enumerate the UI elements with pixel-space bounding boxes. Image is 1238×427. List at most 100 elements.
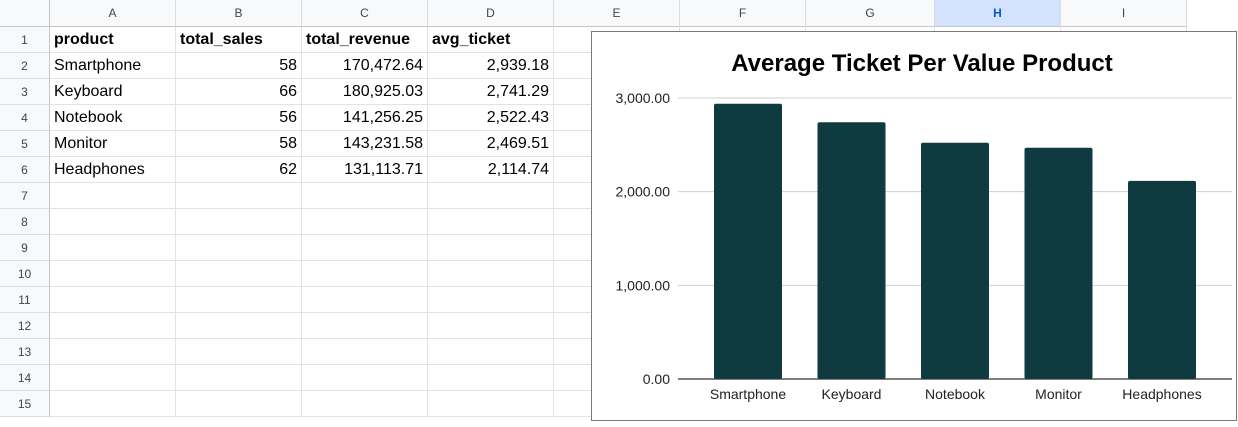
cell-c6[interactable]: 131,113.71 bbox=[302, 157, 428, 183]
row-header-9[interactable]: 9 bbox=[0, 235, 50, 261]
cell-b3[interactable]: 66 bbox=[176, 79, 302, 105]
row-header-14[interactable]: 14 bbox=[0, 365, 50, 391]
cell-d4[interactable]: 2,522.43 bbox=[428, 105, 554, 131]
column-header-i[interactable]: I bbox=[1061, 0, 1187, 27]
cell-c2[interactable]: 170,472.64 bbox=[302, 53, 428, 79]
bar-chart[interactable]: Average Ticket Per Value Product 0.00 1,0… bbox=[591, 31, 1237, 421]
cell-c15[interactable] bbox=[302, 391, 428, 417]
column-header-h[interactable]: H bbox=[935, 0, 1061, 27]
row-header-2[interactable]: 2 bbox=[0, 53, 50, 79]
cell-b8[interactable] bbox=[176, 209, 302, 235]
row-header-5[interactable]: 5 bbox=[0, 131, 50, 157]
column-header-b[interactable]: B bbox=[176, 0, 302, 27]
cell-a6[interactable]: Headphones bbox=[50, 157, 176, 183]
cell-b4[interactable]: 56 bbox=[176, 105, 302, 131]
cell-c14[interactable] bbox=[302, 365, 428, 391]
cell-a8[interactable] bbox=[50, 209, 176, 235]
chart-bars bbox=[714, 103, 1196, 379]
cell-b15[interactable] bbox=[176, 391, 302, 417]
cell-d2[interactable]: 2,939.18 bbox=[428, 53, 554, 79]
row-header-13[interactable]: 13 bbox=[0, 339, 50, 365]
cell-a15[interactable] bbox=[50, 391, 176, 417]
cell-a11[interactable] bbox=[50, 287, 176, 313]
cell-d3[interactable]: 2,741.29 bbox=[428, 79, 554, 105]
cell-a13[interactable] bbox=[50, 339, 176, 365]
cell-c3[interactable]: 180,925.03 bbox=[302, 79, 428, 105]
cell-b14[interactable] bbox=[176, 365, 302, 391]
column-header-f[interactable]: F bbox=[680, 0, 806, 27]
cell-a3[interactable]: Keyboard bbox=[50, 79, 176, 105]
cell-b5[interactable]: 58 bbox=[176, 131, 302, 157]
cell-c12[interactable] bbox=[302, 313, 428, 339]
cell-b11[interactable] bbox=[176, 287, 302, 313]
cell-a2[interactable]: Smartphone bbox=[50, 53, 176, 79]
bar-notebook[interactable] bbox=[921, 142, 989, 379]
row-header-4[interactable]: 4 bbox=[0, 105, 50, 131]
cell-c4[interactable]: 141,256.25 bbox=[302, 105, 428, 131]
cell-d15[interactable] bbox=[428, 391, 554, 417]
cell-a9[interactable] bbox=[50, 235, 176, 261]
row-header-1[interactable]: 1 bbox=[0, 27, 50, 53]
cell-b2[interactable]: 58 bbox=[176, 53, 302, 79]
row-header-3[interactable]: 3 bbox=[0, 79, 50, 105]
cell-b13[interactable] bbox=[176, 339, 302, 365]
cell-a1[interactable]: product bbox=[50, 27, 176, 53]
column-header-c[interactable]: C bbox=[302, 0, 428, 27]
x-tick-label: Notebook bbox=[925, 386, 986, 402]
cell-a10[interactable] bbox=[50, 261, 176, 287]
cell-d12[interactable] bbox=[428, 313, 554, 339]
column-header-e[interactable]: E bbox=[554, 0, 680, 27]
row-header-6[interactable]: 6 bbox=[0, 157, 50, 183]
row-header-11[interactable]: 11 bbox=[0, 287, 50, 313]
cell-a14[interactable] bbox=[50, 365, 176, 391]
cell-b6[interactable]: 62 bbox=[176, 157, 302, 183]
bar-keyboard[interactable] bbox=[817, 122, 886, 379]
y-tick-label: 1,000.00 bbox=[616, 277, 671, 293]
column-header-g[interactable]: G bbox=[806, 0, 935, 27]
cell-d1[interactable]: avg_ticket bbox=[428, 27, 554, 53]
cell-d14[interactable] bbox=[428, 365, 554, 391]
cell-b10[interactable] bbox=[176, 261, 302, 287]
cell-c9[interactable] bbox=[302, 235, 428, 261]
select-all-corner[interactable] bbox=[0, 0, 50, 27]
cell-d5[interactable]: 2,469.51 bbox=[428, 131, 554, 157]
cell-d6[interactable]: 2,114.74 bbox=[428, 157, 554, 183]
bar-smartphone[interactable] bbox=[714, 103, 782, 379]
row-header-15[interactable]: 15 bbox=[0, 391, 50, 417]
cell-c13[interactable] bbox=[302, 339, 428, 365]
cell-a4[interactable]: Notebook bbox=[50, 105, 176, 131]
cell-b1[interactable]: total_sales bbox=[176, 27, 302, 53]
cell-c7[interactable] bbox=[302, 183, 428, 209]
cell-d7[interactable] bbox=[428, 183, 554, 209]
cell-c10[interactable] bbox=[302, 261, 428, 287]
x-tick-label: Keyboard bbox=[822, 386, 882, 402]
cell-c11[interactable] bbox=[302, 287, 428, 313]
cell-c5[interactable]: 143,231.58 bbox=[302, 131, 428, 157]
bar-headphones[interactable] bbox=[1128, 180, 1196, 379]
cell-b7[interactable] bbox=[176, 183, 302, 209]
cell-a5[interactable]: Monitor bbox=[50, 131, 176, 157]
cell-b12[interactable] bbox=[176, 313, 302, 339]
x-tick-label: Smartphone bbox=[710, 386, 786, 402]
cell-c8[interactable] bbox=[302, 209, 428, 235]
row-header-7[interactable]: 7 bbox=[0, 183, 50, 209]
cell-c1[interactable]: total_revenue bbox=[302, 27, 428, 53]
column-header-d[interactable]: D bbox=[428, 0, 554, 27]
row-header-10[interactable]: 10 bbox=[0, 261, 50, 287]
bar-monitor[interactable] bbox=[1024, 147, 1093, 379]
cell-d10[interactable] bbox=[428, 261, 554, 287]
y-tick-label: 3,000.00 bbox=[616, 90, 671, 106]
chart-title: Average Ticket Per Value Product bbox=[731, 50, 1113, 77]
cell-d11[interactable] bbox=[428, 287, 554, 313]
row-header-8[interactable]: 8 bbox=[0, 209, 50, 235]
y-tick-label: 0.00 bbox=[643, 371, 670, 387]
chart-canvas: Average Ticket Per Value Product 0.00 1,0… bbox=[616, 50, 1232, 402]
cell-d13[interactable] bbox=[428, 339, 554, 365]
cell-b9[interactable] bbox=[176, 235, 302, 261]
cell-a12[interactable] bbox=[50, 313, 176, 339]
cell-d9[interactable] bbox=[428, 235, 554, 261]
column-header-a[interactable]: A bbox=[50, 0, 176, 27]
row-header-12[interactable]: 12 bbox=[0, 313, 50, 339]
cell-d8[interactable] bbox=[428, 209, 554, 235]
cell-a7[interactable] bbox=[50, 183, 176, 209]
